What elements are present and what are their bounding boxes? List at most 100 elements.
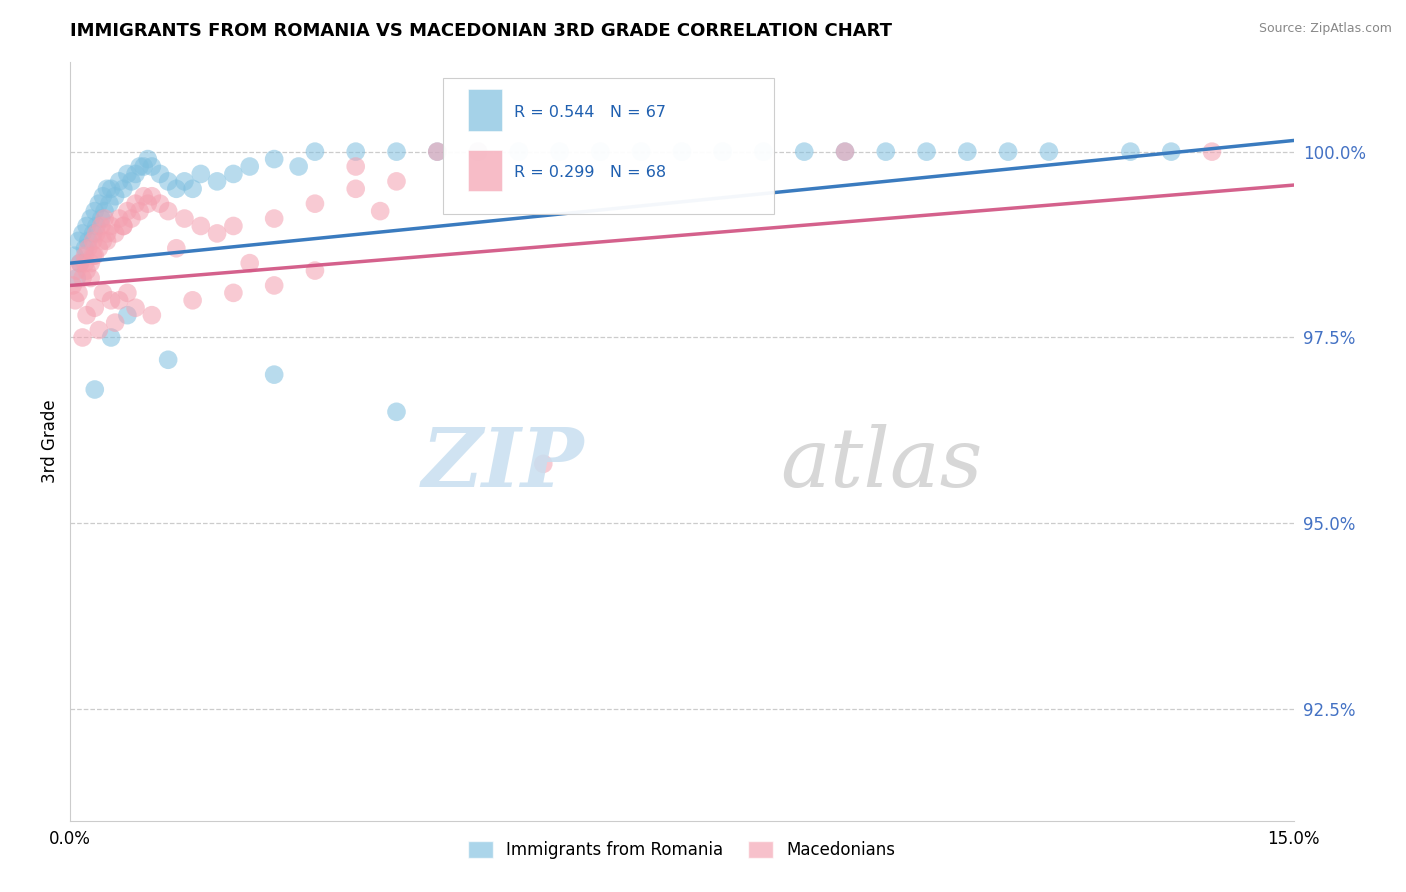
Point [467, 145, 489, 159]
Point [112, 219, 135, 233]
Y-axis label: 3rd Grade: 3rd Grade [41, 400, 59, 483]
Point [467, 145, 489, 159]
Point [67, 234, 90, 248]
Point [205, 227, 228, 241]
Point [117, 167, 139, 181]
Bar [468, 150, 502, 191]
Point [671, 145, 693, 159]
Point [93, 204, 115, 219]
Point [83, 301, 105, 315]
Point [108, 174, 131, 188]
Point [121, 174, 143, 188]
Point [112, 182, 135, 196]
Point [190, 167, 212, 181]
Point [141, 308, 163, 322]
Point [165, 182, 187, 196]
Point [73, 256, 96, 270]
Point [91, 189, 114, 203]
Point [834, 145, 856, 159]
Point [304, 145, 326, 159]
Legend: Immigrants from Romania, Macedonians: Immigrants from Romania, Macedonians [461, 834, 903, 865]
Point [304, 196, 326, 211]
Point [531, 457, 554, 471]
Point [205, 174, 228, 188]
Point [997, 145, 1019, 159]
Text: R = 0.299   N = 68: R = 0.299 N = 68 [515, 165, 666, 180]
Point [96, 234, 118, 248]
Point [96, 227, 118, 241]
Point [104, 189, 127, 203]
Point [76, 263, 98, 277]
Point [630, 145, 652, 159]
Point [93, 211, 115, 226]
Point [63, 293, 86, 308]
Point [385, 174, 408, 188]
Point [1160, 145, 1182, 159]
Point [87, 323, 110, 337]
Point [128, 160, 150, 174]
Point [956, 145, 979, 159]
Point [1119, 145, 1142, 159]
Point [149, 167, 172, 181]
Point [132, 189, 155, 203]
Point [149, 196, 172, 211]
Point [157, 174, 180, 188]
Point [263, 278, 285, 293]
Point [915, 145, 938, 159]
Point [98, 196, 121, 211]
Point [100, 293, 122, 308]
Point [79, 271, 103, 285]
Point [124, 167, 146, 181]
Point [79, 211, 103, 226]
Point [108, 293, 131, 308]
Point [752, 145, 775, 159]
Point [263, 211, 285, 226]
Point [66, 271, 89, 285]
Point [124, 301, 146, 315]
Point [124, 196, 146, 211]
Point [90, 219, 112, 233]
Point [426, 145, 449, 159]
Point [77, 234, 100, 248]
Point [76, 219, 98, 233]
Point [90, 211, 112, 226]
Point [112, 219, 135, 233]
Point [69, 256, 91, 270]
Point [344, 160, 367, 174]
FancyBboxPatch shape [443, 78, 773, 214]
Point [344, 182, 367, 196]
Point [121, 211, 143, 226]
Point [72, 227, 94, 241]
Point [96, 182, 118, 196]
Point [385, 145, 408, 159]
Point [136, 152, 159, 166]
Point [117, 308, 139, 322]
Point [181, 293, 204, 308]
Point [86, 219, 108, 233]
Point [100, 182, 122, 196]
Point [426, 145, 449, 159]
Point [83, 249, 105, 263]
Point [263, 152, 285, 166]
Point [508, 145, 530, 159]
Point [87, 196, 110, 211]
Point [793, 145, 815, 159]
Point [100, 219, 122, 233]
Point [67, 285, 90, 300]
Point [82, 227, 104, 241]
Point [100, 330, 122, 344]
Point [222, 219, 245, 233]
Point [117, 285, 139, 300]
Point [222, 167, 245, 181]
Point [141, 189, 163, 203]
Point [190, 219, 212, 233]
Text: Source: ZipAtlas.com: Source: ZipAtlas.com [1258, 22, 1392, 36]
Point [83, 204, 105, 219]
Point [91, 234, 114, 248]
Point [181, 182, 204, 196]
Point [73, 249, 96, 263]
Point [104, 227, 127, 241]
Point [79, 256, 103, 270]
Point [548, 145, 571, 159]
Point [82, 234, 104, 248]
